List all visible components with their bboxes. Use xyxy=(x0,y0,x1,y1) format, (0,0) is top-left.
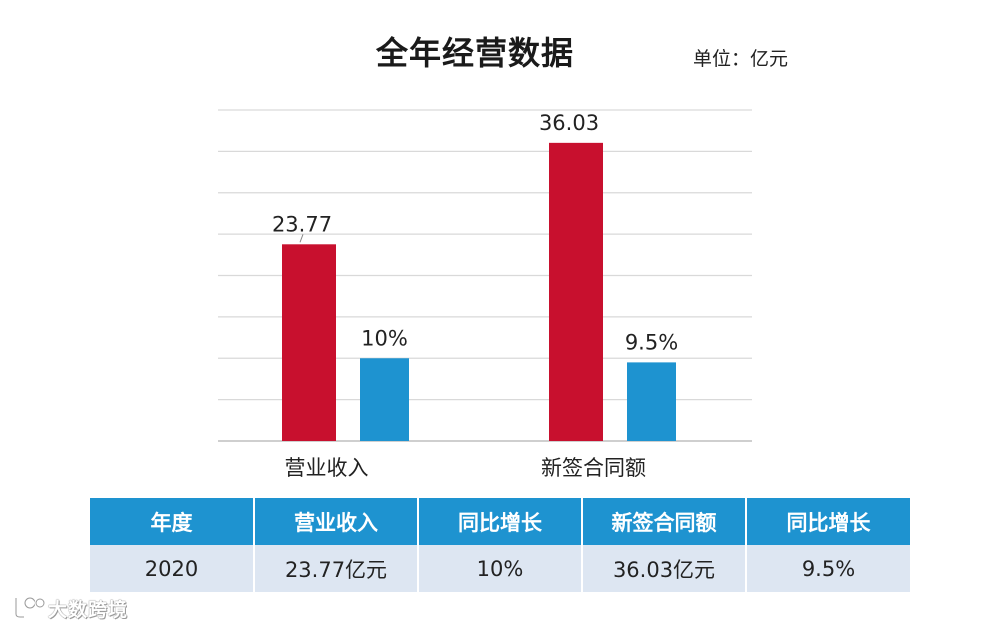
table-row: 2020 23.77亿元 10% 36.03亿元 9.5% xyxy=(90,545,910,592)
unit-label: 单位：亿元 xyxy=(693,48,789,70)
cell-revenue: 23.77亿元 xyxy=(254,545,419,592)
cell-contracts-growth: 9.5% xyxy=(746,545,910,592)
category-label: 营业收入 xyxy=(285,456,369,480)
table-header-row: 年度 营业收入 同比增长 新签合同额 同比增长 xyxy=(90,498,910,545)
data-labels: 23.77 10% 36.03 9.5% xyxy=(272,111,678,355)
header-revenue: 营业收入 xyxy=(254,498,419,545)
bar-value xyxy=(282,244,336,441)
cell-new-contracts: 36.03亿元 xyxy=(582,545,747,592)
data-label: 23.77 xyxy=(272,212,332,236)
data-label: 36.03 xyxy=(539,111,599,135)
header-revenue-growth: 同比增长 xyxy=(418,498,583,545)
bar-value xyxy=(549,142,603,441)
header-new-contracts: 新签合同额 xyxy=(582,498,747,545)
cell-revenue-growth: 10% xyxy=(418,545,583,592)
watermark-text: 大数跨境 xyxy=(48,599,129,621)
chart-title: 全年经营数据 xyxy=(375,34,574,72)
bar-chart: 23.77 10% 36.03 9.5% 营业收入 新签合同额 xyxy=(218,109,752,480)
header-contracts-growth: 同比增长 xyxy=(746,498,910,545)
data-label: 10% xyxy=(361,326,408,350)
bar-growth xyxy=(360,358,409,441)
label-leader-line xyxy=(299,234,304,243)
header-year: 年度 xyxy=(90,498,255,545)
summary-table: 年度 营业收入 同比增长 新签合同额 同比增长 2020 23.77亿元 10%… xyxy=(90,498,910,592)
bars xyxy=(282,142,676,441)
logo-mark-icon xyxy=(14,596,46,619)
watermark: 大数跨境 xyxy=(10,594,135,621)
category-label: 新签合同额 xyxy=(541,456,646,480)
data-label: 9.5% xyxy=(625,330,678,354)
category-labels: 营业收入 新签合同额 xyxy=(285,456,647,480)
cell-year: 2020 xyxy=(90,545,255,592)
bar-growth xyxy=(627,362,676,441)
